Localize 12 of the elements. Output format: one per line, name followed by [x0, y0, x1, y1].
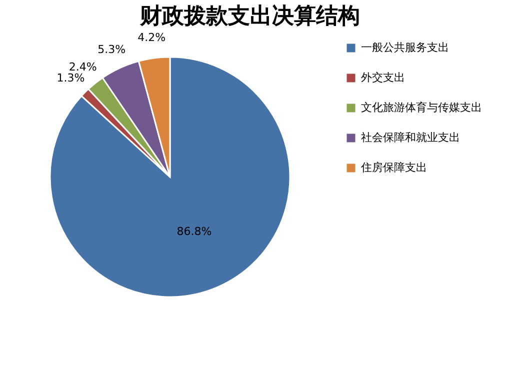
data-label: 2.4%: [68, 60, 97, 74]
data-label: 4.2%: [138, 31, 166, 44]
legend-label: 一般公共服务支出: [361, 41, 449, 54]
legend-label: 文化旅游体育与传媒支出: [361, 101, 482, 114]
legend-label: 外交支出: [361, 71, 405, 84]
chart-title: 财政拨款支出决算结构: [139, 4, 360, 30]
legend-label: 住房保障支出: [361, 161, 427, 174]
pie-slice: [49, 56, 291, 298]
data-label: 86.8%: [176, 224, 212, 238]
legend-label: 社会保障和就业支出: [361, 131, 460, 144]
data-label: 5.3%: [98, 42, 126, 56]
data-label: 1.3%: [56, 71, 85, 84]
